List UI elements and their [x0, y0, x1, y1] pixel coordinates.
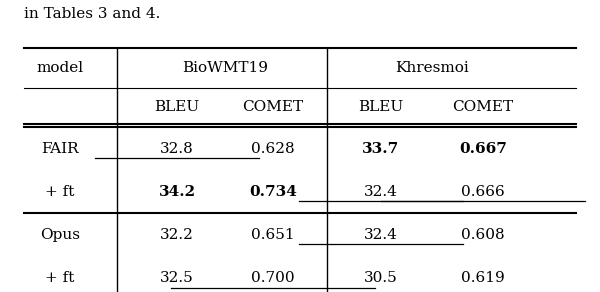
Text: model: model — [37, 61, 83, 75]
Text: 0.608: 0.608 — [461, 228, 505, 242]
Text: 0.666: 0.666 — [461, 185, 505, 199]
Text: 0.700: 0.700 — [251, 271, 295, 285]
Text: 32.8: 32.8 — [160, 142, 194, 156]
Text: 32.4: 32.4 — [364, 185, 398, 199]
Text: BioWMT19: BioWMT19 — [182, 61, 268, 75]
Text: BLEU: BLEU — [358, 100, 404, 114]
Text: 32.4: 32.4 — [364, 228, 398, 242]
Text: COMET: COMET — [242, 100, 304, 114]
Text: FAIR: FAIR — [41, 142, 79, 156]
Text: 0.667: 0.667 — [459, 142, 507, 156]
Text: 33.7: 33.7 — [362, 142, 400, 156]
Text: BLEU: BLEU — [154, 100, 200, 114]
Text: 32.5: 32.5 — [160, 271, 194, 285]
Text: Khresmoi: Khresmoi — [395, 61, 469, 75]
Text: 30.5: 30.5 — [364, 271, 398, 285]
Text: + ft: + ft — [46, 185, 74, 199]
Text: in Tables 3 and 4.: in Tables 3 and 4. — [24, 7, 160, 21]
Text: 34.2: 34.2 — [158, 185, 196, 199]
Text: 0.628: 0.628 — [251, 142, 295, 156]
Text: Opus: Opus — [40, 228, 80, 242]
Text: + ft: + ft — [46, 271, 74, 285]
Text: 32.2: 32.2 — [160, 228, 194, 242]
Text: 0.651: 0.651 — [251, 228, 295, 242]
Text: COMET: COMET — [452, 100, 514, 114]
Text: 0.734: 0.734 — [249, 185, 297, 199]
Text: 0.619: 0.619 — [461, 271, 505, 285]
